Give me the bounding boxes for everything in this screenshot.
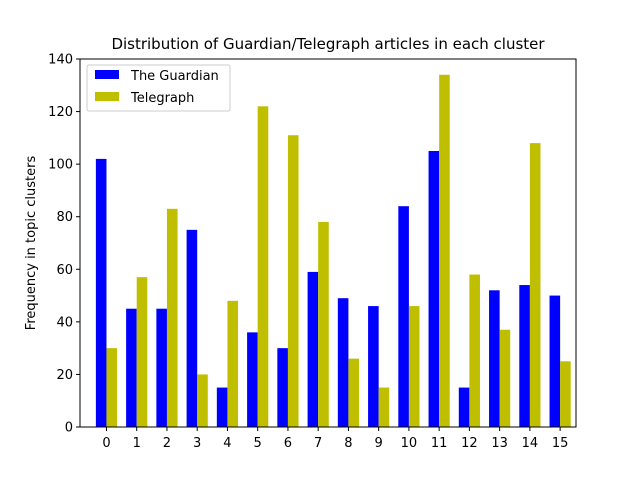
y-tick-label: 100 (48, 158, 73, 173)
bar-telegraph-11 (439, 74, 450, 428)
bar-telegraph-0 (106, 348, 118, 427)
x-tick-label: 3 (193, 436, 201, 451)
bar-telegraph-3 (197, 374, 208, 427)
legend-box (86, 64, 231, 112)
bar-telegraph-7 (318, 221, 329, 427)
y-tick-label: 120 (48, 105, 73, 120)
x-tick-label: 9 (375, 436, 383, 451)
x-tick-label: 4 (223, 436, 231, 451)
bar-the-guardian-2 (156, 308, 167, 427)
x-tick-label: 5 (254, 436, 262, 451)
legend-label-telegraph: Telegraph (130, 91, 194, 106)
bar-the-guardian-0 (95, 158, 107, 427)
bar-the-guardian-3 (186, 229, 198, 427)
bar-the-guardian-9 (368, 306, 379, 427)
bar-telegraph-5 (257, 106, 269, 427)
bar-the-guardian-6 (277, 348, 288, 427)
bar-telegraph-12 (469, 274, 480, 427)
x-tick-label: 7 (314, 436, 322, 451)
x-tick-label: 13 (491, 436, 508, 451)
y-axis-label: Frequency in topic clusters (24, 156, 39, 331)
bar-the-guardian-4 (216, 387, 228, 427)
y-tick-label: 140 (48, 53, 73, 68)
y-tick-label: 40 (56, 315, 73, 330)
bar-the-guardian-1 (126, 308, 137, 427)
bar-telegraph-4 (227, 300, 239, 427)
bar-the-guardian-7 (307, 271, 319, 427)
chart-title: Distribution of Guardian/Telegraph artic… (111, 35, 545, 53)
bars-group (95, 74, 571, 428)
bar-the-guardian-15 (549, 295, 561, 427)
y-tick-label: 0 (65, 421, 73, 436)
bar-telegraph-6 (287, 135, 299, 428)
y-axis-ticks: 0 20 40 60 80 100 120 140 (48, 53, 80, 436)
legend-label-guardian: The Guardian (130, 69, 219, 84)
x-tick-label: 10 (401, 436, 418, 451)
bar-the-guardian-5 (247, 332, 258, 427)
y-tick-label: 20 (56, 368, 73, 383)
bar-the-guardian-14 (519, 285, 530, 427)
bar-telegraph-8 (348, 358, 359, 427)
x-tick-label: 1 (133, 436, 141, 451)
x-tick-label: 2 (163, 436, 171, 451)
legend-swatch-telegraph (95, 92, 119, 101)
x-tick-label: 6 (284, 436, 292, 451)
x-tick-label: 8 (344, 436, 352, 451)
bar-telegraph-1 (136, 277, 148, 427)
bar-the-guardian-11 (428, 151, 440, 427)
y-tick-label: 60 (56, 263, 73, 278)
x-tick-label: 15 (552, 436, 569, 451)
bar-telegraph-9 (378, 387, 390, 427)
x-tick-label: 11 (431, 436, 448, 451)
bar-the-guardian-8 (337, 298, 349, 427)
x-tick-label: 14 (522, 436, 539, 451)
bar-telegraph-2 (166, 208, 178, 427)
legend-swatch-guardian (95, 70, 119, 79)
x-tick-label: 12 (461, 436, 478, 451)
y-tick-label: 80 (56, 210, 73, 225)
bar-the-guardian-12 (458, 387, 470, 427)
plot-frame (79, 58, 577, 428)
bar-telegraph-10 (408, 306, 420, 427)
bar-telegraph-15 (560, 361, 571, 427)
x-axis-ticks: 0 1 2 3 4 5 6 7 8 9 10 11 12 13 14 15 (102, 427, 568, 451)
legend: The Guardian Telegraph (86, 64, 231, 112)
bar-the-guardian-13 (489, 290, 500, 427)
bar-telegraph-13 (499, 329, 511, 427)
bar-telegraph-14 (529, 143, 541, 428)
bar-the-guardian-10 (398, 206, 409, 427)
x-tick-label: 0 (102, 436, 110, 451)
